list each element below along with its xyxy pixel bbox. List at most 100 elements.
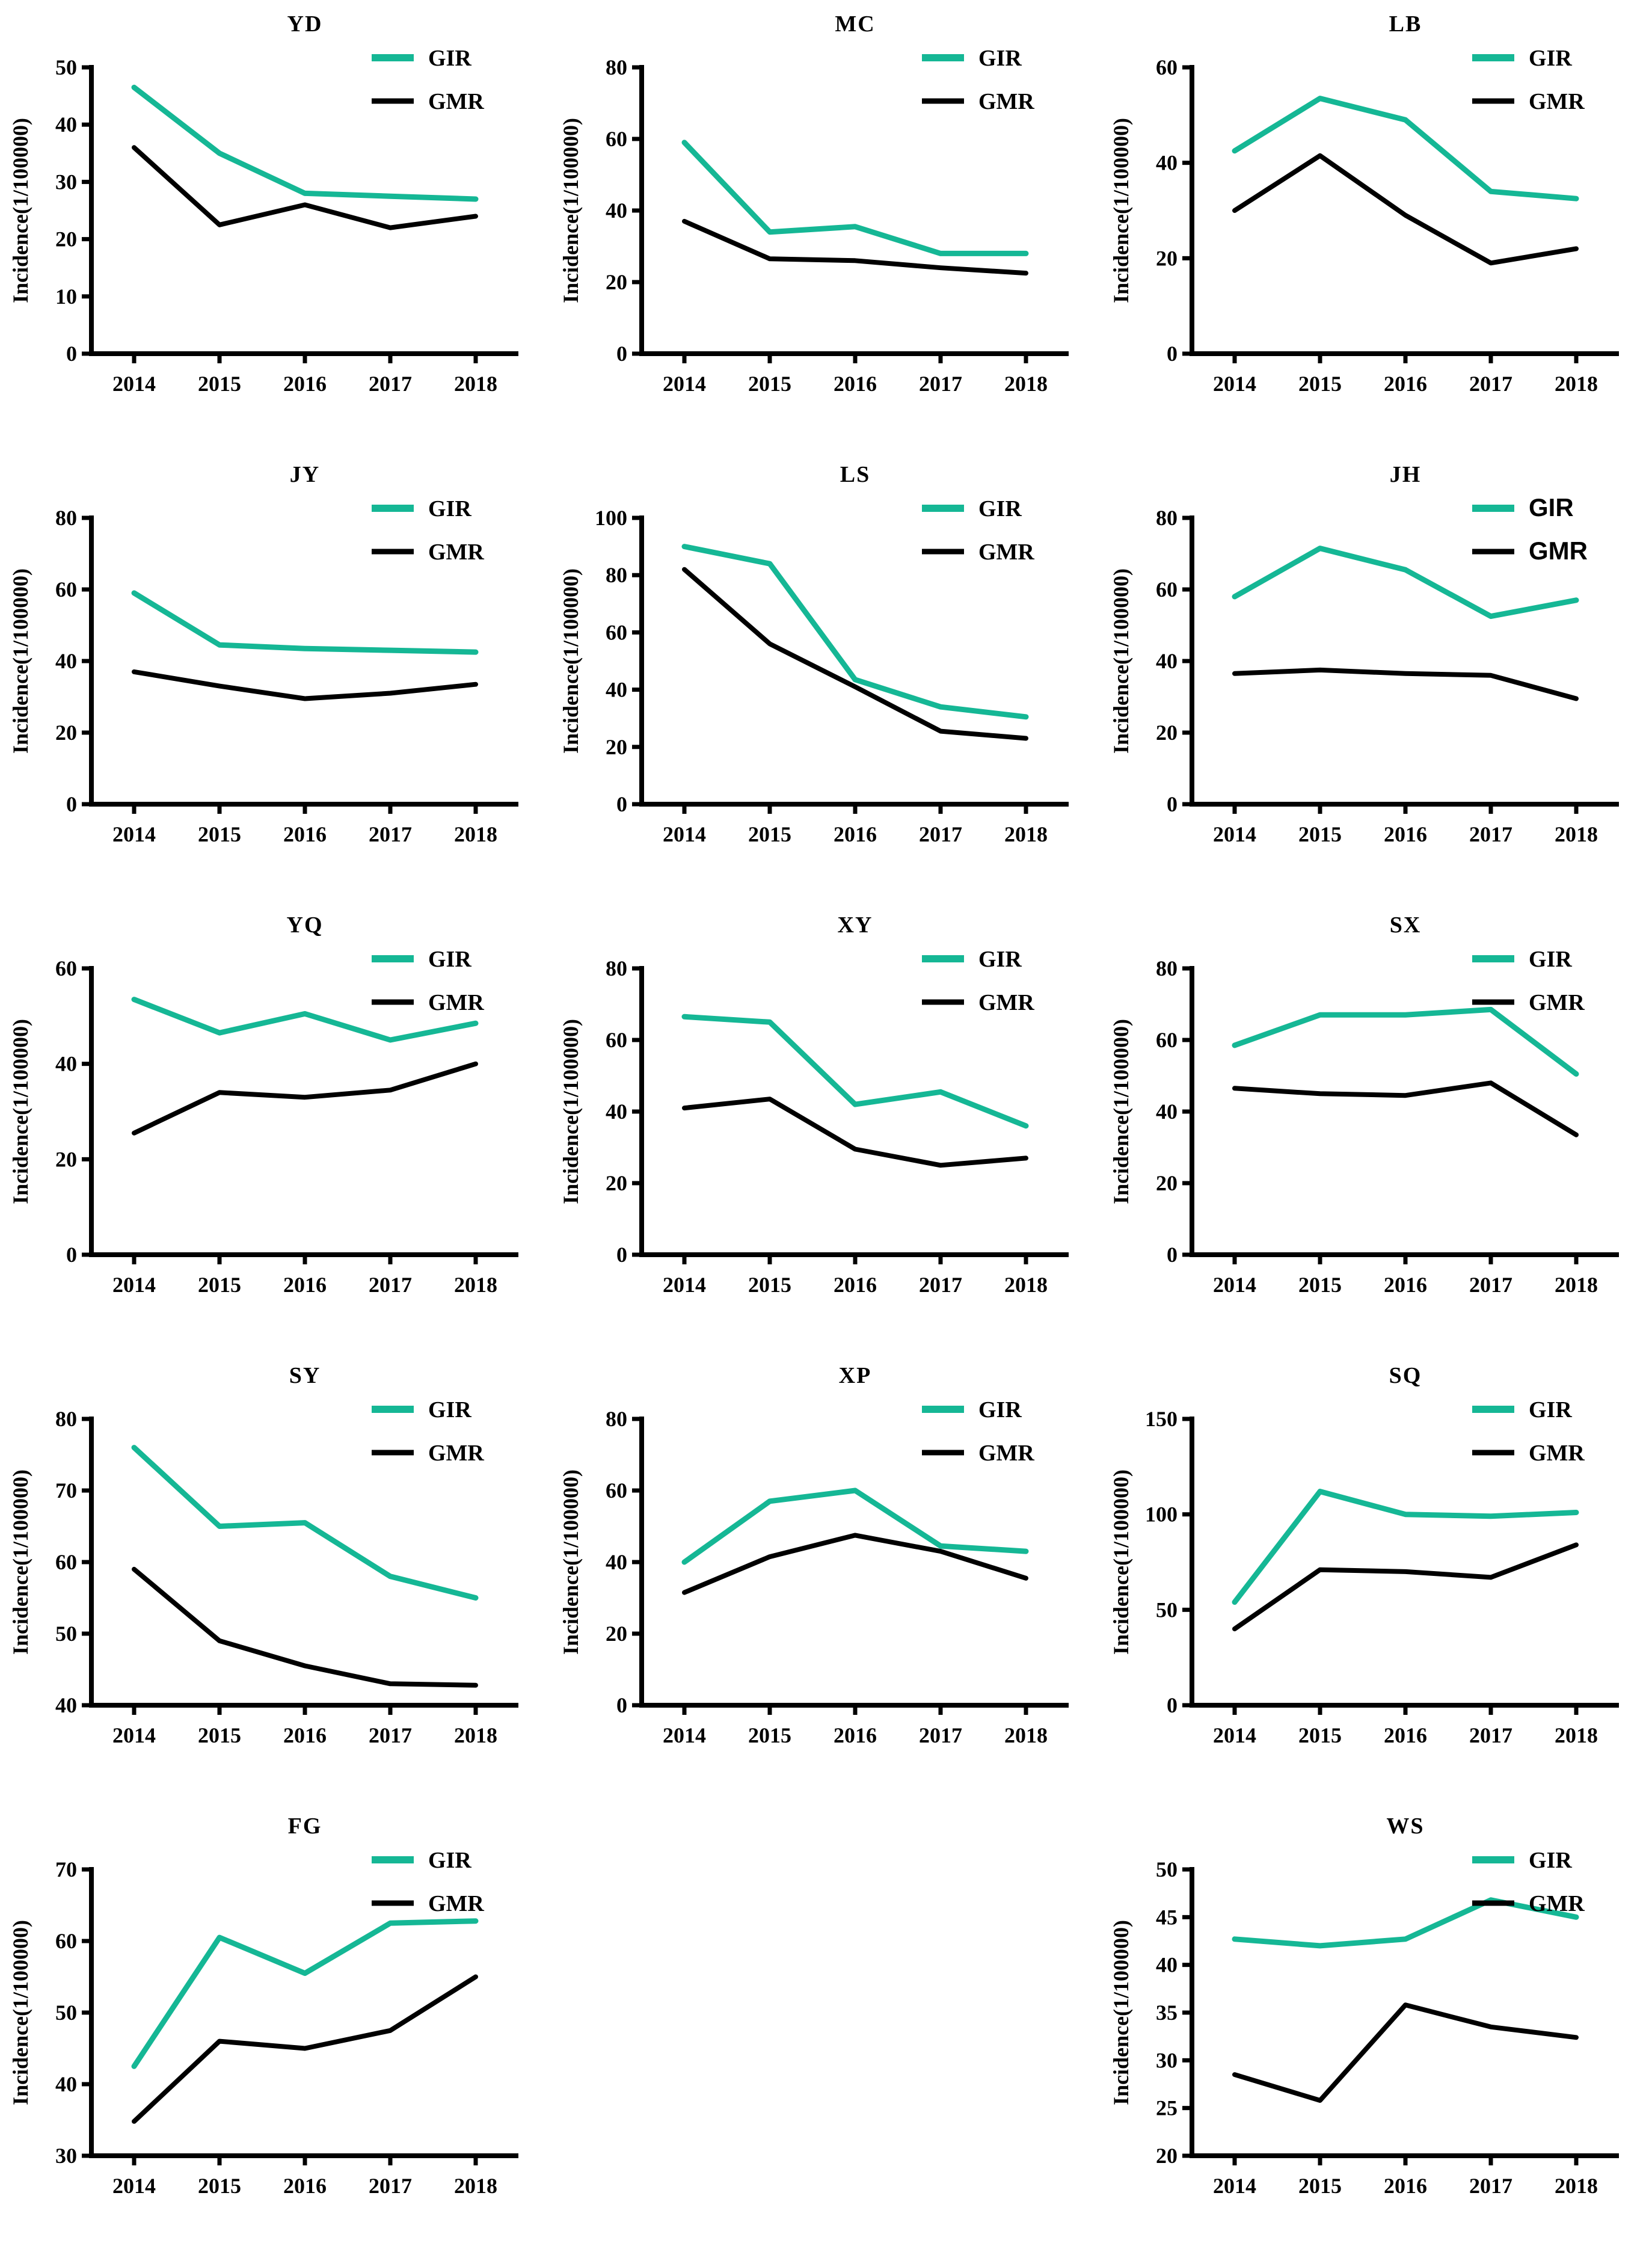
y-tick-label: 40: [606, 1100, 627, 1124]
x-tick-label: 2017: [1469, 1273, 1512, 1297]
y-axis-label: Incidence(1/100000): [8, 118, 32, 303]
y-axis-label: Incidence(1/100000): [1109, 568, 1133, 754]
legend-label-GMR: GMR: [428, 1891, 484, 1916]
chart-cell-WS: WS Incidence(1/100000) 20 25 30 35 40 45 50 2014 2…: [1101, 1802, 1651, 2253]
chart-cell-SY: SY Incidence(1/100000) 40 50 60 70 80 2014 2015 2…: [0, 1352, 550, 1802]
y-tick-label: 40: [606, 678, 627, 702]
line-chart-YD: YD Incidence(1/100000) 0 10 20 30 40 50 2014 2015…: [8, 11, 518, 396]
x-tick-label: 2016: [834, 1723, 877, 1747]
legend-label-GIR: GIR: [1529, 1397, 1572, 1423]
legend-label-GMR: GMR: [1529, 990, 1585, 1015]
x-tick-label: 2016: [283, 822, 327, 846]
series-line-GIR: [1232, 96, 1579, 202]
x-tick-label: 2016: [1384, 2174, 1427, 2198]
series-line-GMR: [132, 1974, 478, 2124]
y-tick-label: 20: [606, 1622, 627, 1646]
legend-label-GMR: GMR: [428, 990, 484, 1015]
y-tick-label: 20: [1156, 1171, 1178, 1195]
x-tick-label: 2015: [1298, 2174, 1342, 2198]
line-chart-JH: JH Incidence(1/100000) 0 20 40 60 80 2014 2015 20…: [1109, 462, 1619, 846]
chart-cell-MC: MC Incidence(1/100000) 0 20 40 60 80 2014 2015 20…: [550, 0, 1101, 451]
chart-cell-YD: YD Incidence(1/100000) 0 10 20 30 40 50 2014 2015…: [0, 0, 550, 451]
series-line-GMR: [1232, 153, 1579, 266]
legend-label-GIR: GIR: [1529, 46, 1572, 71]
line-chart-XY: XY Incidence(1/100000) 0 20 40 60 80 2014 2015 20…: [559, 912, 1069, 1297]
legend-label-GIR: GIR: [978, 947, 1022, 972]
x-tick-label: 2016: [283, 1273, 327, 1297]
y-tick-label: 20: [606, 270, 627, 294]
series-line-GMR: [1232, 1080, 1579, 1137]
series-line-GIR: [681, 544, 1029, 720]
legend-label-GIR: GIR: [428, 46, 471, 71]
y-tick-label: 40: [1156, 1953, 1178, 1977]
series-line-GIR: [131, 1445, 479, 1601]
x-tick-label: 2018: [454, 1723, 497, 1747]
legend-label-GIR: GIR: [1529, 1848, 1572, 1873]
y-tick-label: 30: [55, 2144, 77, 2168]
chart-title: SQ: [1389, 1363, 1422, 1388]
legend-label-GMR: GMR: [428, 540, 484, 565]
series-line-GIR: [131, 84, 479, 202]
x-tick-label: 2015: [1298, 1273, 1342, 1297]
legend-label-GMR: GMR: [978, 1441, 1034, 1466]
y-tick-label: 40: [606, 198, 627, 223]
y-tick-label: 60: [55, 577, 77, 601]
y-tick-label: 20: [606, 735, 627, 759]
line-chart-SX: SX Incidence(1/100000) 0 20 40 60 80 2014 2015 20…: [1109, 912, 1619, 1297]
legend-label-GIR: GIR: [428, 947, 471, 972]
x-tick-label: 2018: [454, 1273, 497, 1297]
y-tick-label: 70: [55, 1478, 77, 1503]
line-chart-XP: XP Incidence(1/100000) 0 20 40 60 80 2014 2015 20…: [559, 1363, 1069, 1747]
x-tick-label: 2018: [1004, 1273, 1048, 1297]
series-line-GIR: [1232, 546, 1579, 620]
x-tick-label: 2014: [1213, 1723, 1256, 1747]
y-axis-label: Incidence(1/100000): [1109, 1920, 1133, 2105]
legend-label-GIR: GIR: [1529, 947, 1572, 972]
x-tick-label: 2016: [834, 372, 877, 396]
y-tick-label: 0: [66, 1243, 77, 1267]
x-tick-label: 2015: [198, 822, 241, 846]
y-tick-label: 80: [606, 563, 627, 587]
x-tick-label: 2017: [369, 822, 412, 846]
y-tick-label: 60: [1156, 1028, 1178, 1052]
y-tick-label: 20: [1156, 246, 1178, 270]
x-tick-label: 2017: [1469, 1723, 1512, 1747]
x-tick-label: 2016: [1384, 372, 1427, 396]
y-tick-label: 40: [55, 649, 77, 673]
x-tick-label: 2017: [369, 1273, 412, 1297]
series-line-GMR: [1232, 667, 1579, 701]
series-line-GIR: [1232, 1489, 1579, 1605]
x-tick-label: 2017: [1469, 2174, 1512, 2198]
line-chart-FG: FG Incidence(1/100000) 30 40 50 60 70 2014 2015 2…: [8, 1814, 518, 2198]
y-tick-label: 50: [55, 55, 77, 79]
x-tick-label: 2018: [1004, 1723, 1048, 1747]
y-tick-label: 150: [1145, 1407, 1178, 1431]
line-chart-JY: JY Incidence(1/100000) 0 20 40 60 80 2014 2015 20…: [8, 462, 518, 846]
x-tick-label: 2015: [198, 2174, 241, 2198]
x-tick-label: 2014: [112, 822, 156, 846]
y-tick-label: 0: [66, 342, 77, 366]
line-chart-WS: WS Incidence(1/100000) 20 25 30 35 40 45 50 2014 2…: [1109, 1814, 1619, 2198]
x-tick-label: 2016: [283, 1723, 327, 1747]
y-tick-label: 20: [55, 721, 77, 745]
x-tick-label: 2017: [919, 822, 962, 846]
chart-title: LB: [1389, 11, 1422, 37]
series-line-GMR: [1232, 1542, 1579, 1632]
legend-label-GMR: GMR: [978, 540, 1034, 565]
y-tick-label: 80: [55, 506, 77, 530]
y-tick-label: 60: [1156, 55, 1178, 79]
chart-title: FG: [288, 1814, 322, 1839]
y-tick-label: 0: [616, 342, 627, 366]
y-tick-label: 50: [1156, 1598, 1178, 1622]
y-tick-label: 80: [55, 1407, 77, 1431]
y-tick-label: 40: [1156, 1100, 1178, 1124]
legend-label-GMR: GMR: [1529, 537, 1588, 565]
chart-title: SX: [1390, 912, 1422, 938]
x-tick-label: 2016: [1384, 822, 1427, 846]
series-line-GIR: [1232, 1897, 1579, 1949]
y-tick-label: 40: [55, 2072, 77, 2096]
y-tick-label: 25: [1156, 2096, 1178, 2120]
x-tick-label: 2017: [369, 1723, 412, 1747]
line-chart-YQ: YQ Incidence(1/100000) 0 20 40 60 2014 2015 2016…: [8, 912, 518, 1297]
y-tick-label: 0: [616, 792, 627, 816]
